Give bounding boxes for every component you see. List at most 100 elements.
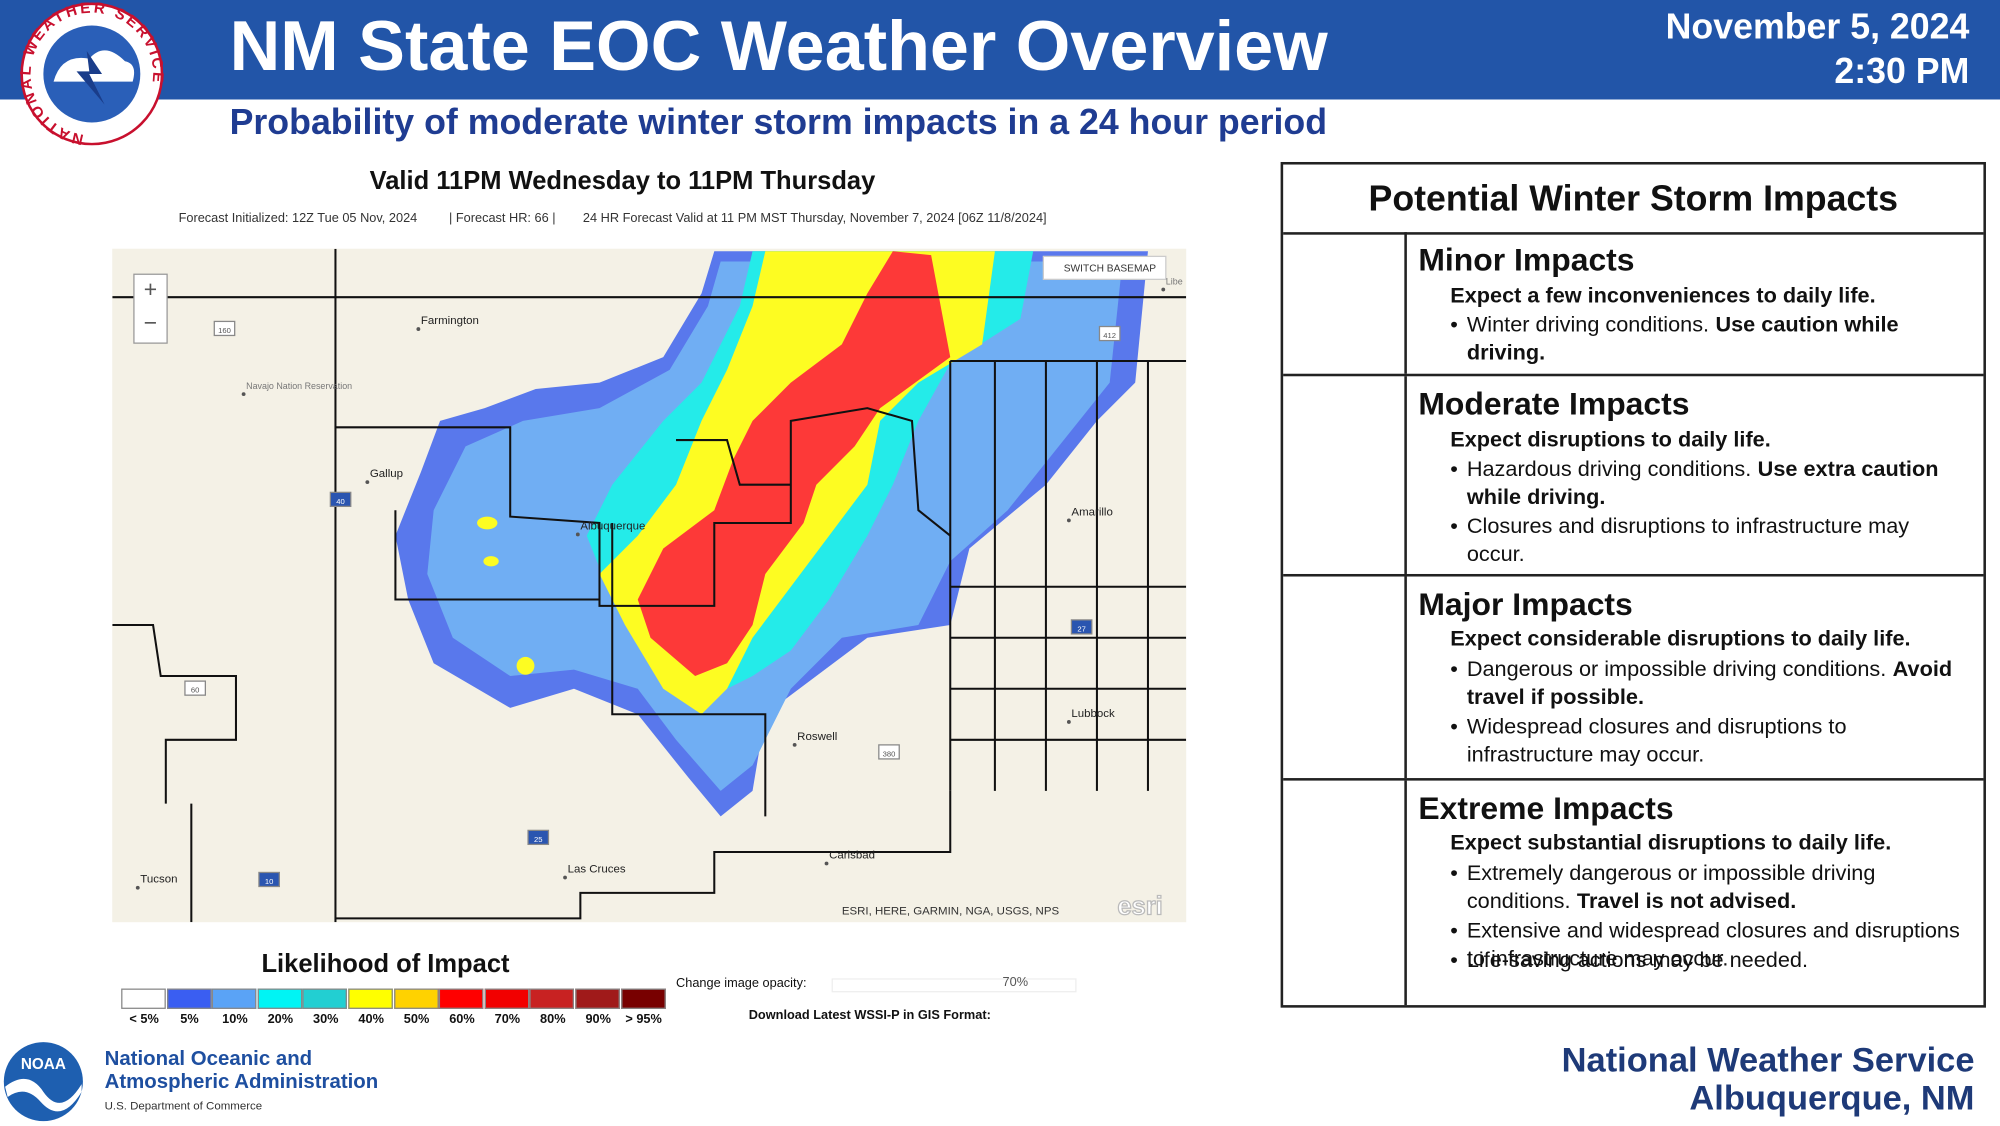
download-label[interactable]: Download Latest WSSI-P in GIS Format:	[748, 1008, 991, 1023]
legend-label: 50%	[403, 1012, 430, 1027]
place-label: Farmington	[421, 315, 479, 327]
impact-name: Major Impacts	[1418, 586, 1633, 623]
date: November 5, 2024	[1665, 6, 1970, 46]
impact-swatch	[1283, 376, 1407, 574]
subtitle: Probability of moderate winter storm imp…	[229, 102, 1328, 142]
title: NM State EOC Weather Overview	[229, 6, 1328, 86]
office: Albuquerque, NM	[1689, 1079, 1975, 1118]
place-label: Libe	[1166, 276, 1183, 286]
legend-label: 40%	[358, 1012, 384, 1027]
map-info: 24 HR Forecast Valid at 11 PM MST Thursd…	[582, 211, 1047, 226]
place-dot	[563, 875, 567, 880]
basemap-button[interactable]	[1042, 255, 1167, 280]
impacts-table: Potential Winter Storm Impacts Minor Imp…	[1280, 161, 1986, 1008]
map-info: Forecast Initialized: 12Z Tue 05 Nov, 20…	[178, 211, 418, 226]
place-label: Tucson	[140, 874, 177, 886]
shield	[258, 871, 280, 888]
opacity-slider[interactable]	[831, 978, 1077, 993]
impact-name: Moderate Impacts	[1418, 386, 1690, 423]
legend-label: 10%	[222, 1012, 248, 1027]
noaa-logo-text: NOAA	[21, 1056, 66, 1073]
legend-swatch	[257, 988, 303, 1009]
impact-name: Minor Impacts	[1418, 242, 1635, 279]
place-dot	[365, 480, 370, 485]
shield	[1070, 619, 1093, 635]
place-label: Las Cruces	[568, 863, 626, 875]
legend-label: > 95%	[625, 1012, 662, 1027]
impact-summary: Expect considerable disruptions to daily…	[1450, 626, 1911, 651]
noaa-logo: NOAA	[3, 1042, 83, 1122]
header-bar	[0, 0, 2000, 100]
bullet-text: Extremely dangerous or impossible drivin…	[1466, 860, 1876, 914]
place-dot	[135, 885, 140, 890]
legend-label: < 5%	[129, 1012, 159, 1027]
basemap-label: SWITCH BASEMAP	[1064, 264, 1156, 275]
impact-swatch	[1283, 232, 1407, 374]
bullet-text: Closures and disruptions to infrastructu…	[1466, 514, 1910, 567]
bullet-text: Travel is not advised.	[1576, 889, 1797, 914]
bullet-text: Hazardous driving conditions.	[1466, 456, 1752, 481]
map-info: | Forecast HR: 66 |	[448, 211, 556, 226]
place-label: Carlsbad	[829, 849, 875, 861]
impact-row: Extreme Impacts Expect substantial disrup…	[1283, 780, 1983, 1006]
legend-label: 80%	[540, 1012, 566, 1027]
place-dot	[824, 861, 829, 866]
shield-label: 40	[336, 497, 345, 506]
department: U.S. Department of Commerce	[104, 1099, 263, 1113]
shield	[329, 491, 352, 508]
legend-swatch	[439, 988, 484, 1009]
place-label: Roswell	[797, 731, 837, 743]
shield-label: 25	[534, 835, 543, 844]
zoom-in: +	[144, 276, 157, 302]
zoom-out: −	[144, 309, 157, 335]
map-canvas: Farmington Gallup Albuquerque Amarillo Lubbo…	[112, 248, 1187, 923]
impact-name: Extreme Impacts	[1418, 790, 1674, 827]
shield	[184, 680, 206, 696]
impact-bullet: Winter driving conditions.Use caution wh…	[1450, 311, 1964, 367]
place-label: Albuquerque	[580, 520, 645, 532]
legend-label: 60%	[449, 1012, 475, 1027]
bullet-text: Widespread closures and disruptions to i…	[1466, 714, 1847, 767]
place-dot	[792, 742, 797, 747]
place-dot	[241, 392, 246, 397]
impact-bullet: Closures and disruptions to infrastructu…	[1450, 513, 1964, 569]
shield	[878, 744, 900, 760]
noaa-line: Atmospheric Administration	[104, 1071, 379, 1094]
shield-label: 160	[218, 326, 231, 335]
shield-label: 10	[265, 877, 274, 886]
legend-swatch	[302, 988, 348, 1009]
opacity-label: Change image opacity:	[676, 977, 807, 992]
impact-row: Moderate Impacts Expect disruptions to da…	[1283, 376, 1984, 577]
impact-row: Minor Impacts Expect a few inconveniences…	[1283, 232, 1984, 377]
legend-label: 5%	[180, 1012, 199, 1027]
legend-swatch	[620, 988, 666, 1009]
legend-label: 70%	[494, 1012, 521, 1027]
impact-summary: Expect a few inconveniences to daily lif…	[1450, 283, 1876, 308]
impact-summary: Expect substantial disruptions to daily …	[1450, 830, 1892, 855]
bullet-text: Use caution while driving.	[1466, 312, 1899, 365]
nws-logo: NATIONAL WEATHER SERVICE	[17, 2, 164, 145]
table-title: Potential Winter Storm Impacts	[1283, 165, 1984, 235]
impact-bullet: Widespread closures and disruptions to i…	[1450, 713, 1964, 769]
bullet-text: Winter driving conditions.	[1466, 312, 1710, 337]
bullet-text: Life-saving actions may be needed.	[1466, 947, 1808, 972]
place-label: Navajo Nation Reservation	[246, 381, 352, 391]
legend-title: Likelihood of Impact	[261, 950, 510, 979]
bullet-text: Avoid travel if possible.	[1466, 656, 1953, 710]
legend-label: 30%	[312, 1012, 339, 1027]
opacity-value: 70%	[1002, 975, 1029, 990]
place-label: Lubbock	[1071, 708, 1115, 720]
map: Farmington Gallup Albuquerque Amarillo Lubbo…	[112, 248, 1187, 923]
legend-swatch	[393, 988, 439, 1009]
place-label: Amarillo	[1071, 506, 1112, 518]
impact-bullet: Hazardous driving conditions.Use extra c…	[1450, 455, 1964, 511]
noaa-name: National Oceanic and Atmospheric Administ…	[105, 1048, 379, 1094]
legend-label: 20%	[267, 1012, 294, 1027]
legend-swatch	[529, 988, 575, 1009]
bullet-text: Dangerous or impossible driving conditio…	[1466, 656, 1887, 682]
map-title: Valid 11PM Wednesday to 11PM Thursday	[369, 167, 876, 196]
impact-swatch	[1283, 780, 1407, 1006]
place-dot	[575, 532, 580, 537]
noaa-line: National Oceanic and	[104, 1048, 313, 1071]
